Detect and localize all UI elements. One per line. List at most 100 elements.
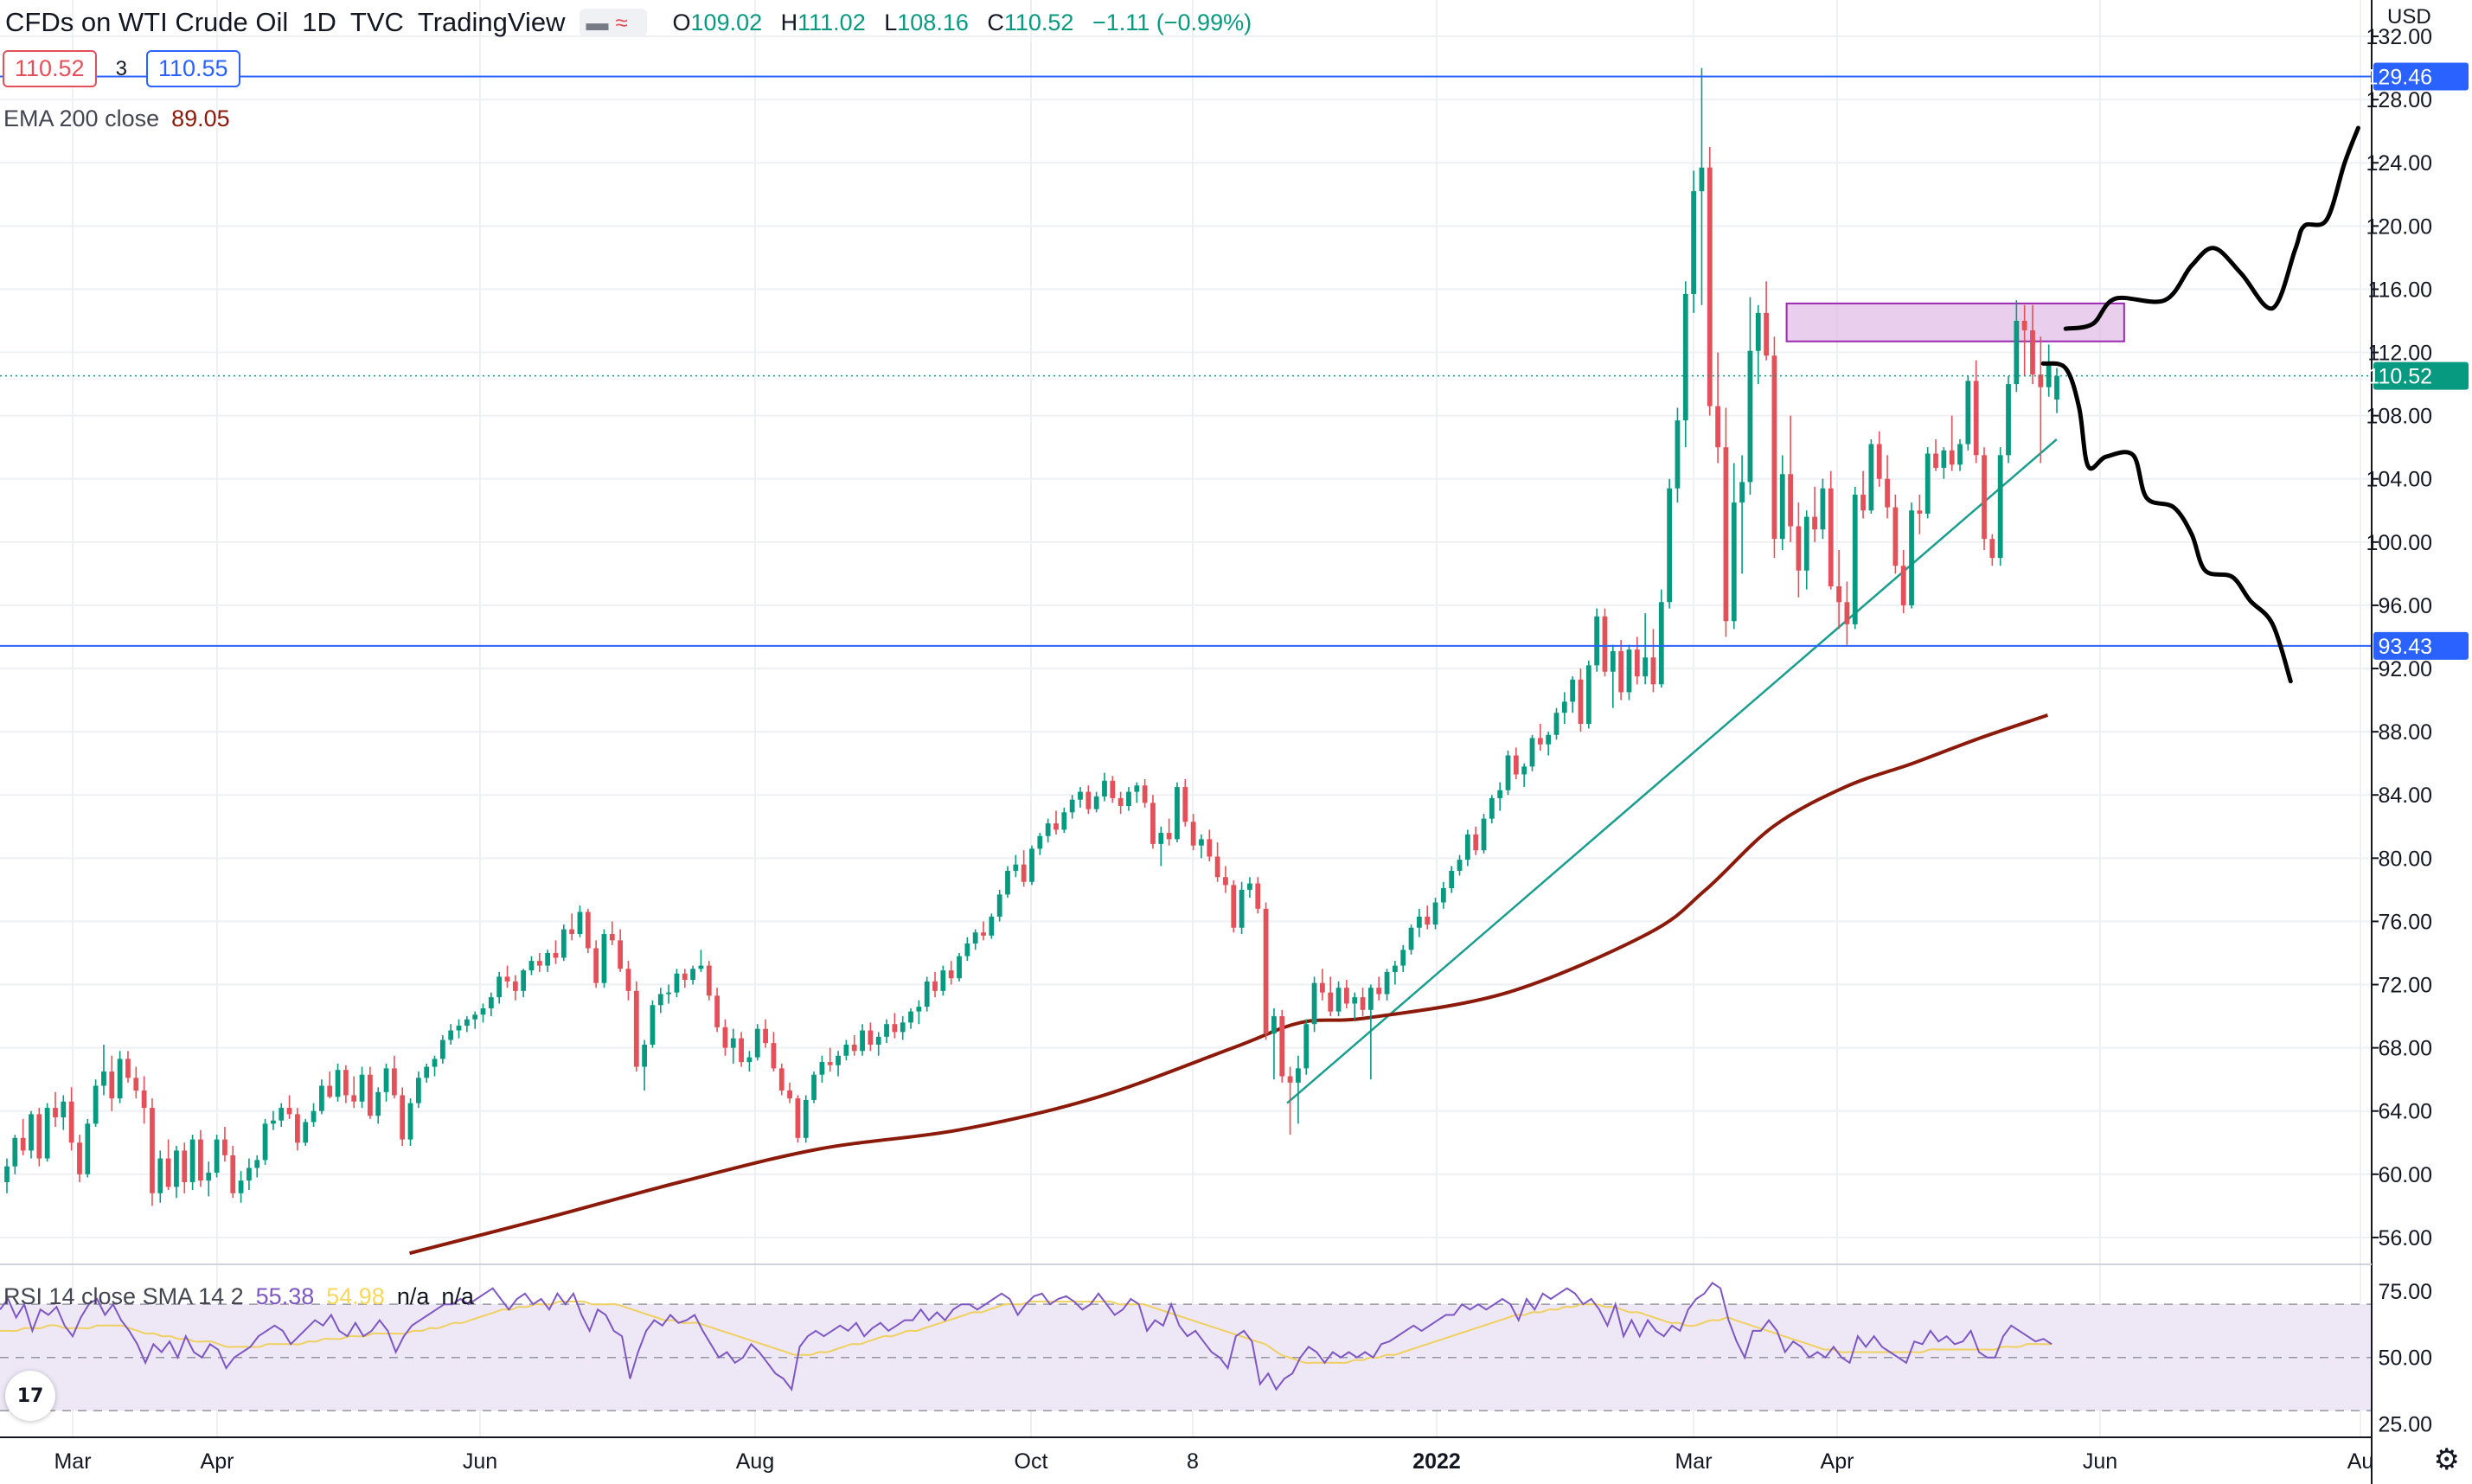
change-value: −1.11 (−0.99%) <box>1092 9 1252 35</box>
time-tick-label: Apr <box>201 1449 234 1474</box>
time-axis-ticks[interactable]: Mar Apr Jun Aug Oct 8 2022 Mar Apr Jun Au <box>54 1449 2373 1474</box>
buy-button[interactable]: 110.55 <box>145 50 240 87</box>
rsi-tick-label: 50.00 <box>2378 1346 2432 1371</box>
symbol-header[interactable]: CFDs on WTI Crude Oil 1D TVC TradingView… <box>5 7 1252 38</box>
candle-body <box>1053 823 1059 830</box>
candle-body <box>1747 350 1753 483</box>
candle-body <box>1271 1016 1277 1034</box>
projection-down-path[interactable] <box>2040 361 2293 684</box>
candle-body <box>1150 803 1156 844</box>
candle-body <box>1546 734 1552 745</box>
sell-button[interactable]: 110.52 <box>3 50 97 87</box>
candle-body <box>1796 526 1802 571</box>
interval[interactable]: 1D <box>302 7 336 37</box>
ema-legend[interactable]: EMA 200 close 89.05 <box>3 106 230 132</box>
rsi-axis-ticks[interactable]: 75.00 50.00 25.00 <box>2378 1280 2432 1437</box>
price-tick-label: 104.00 <box>2366 468 2432 492</box>
candle-body <box>1844 602 1850 624</box>
candle-body <box>271 1120 276 1124</box>
candle-body <box>1303 1024 1310 1069</box>
price-axis-ticks[interactable]: 132.00 128.00 124.00 120.00 116.00 112.00 108.… <box>2366 25 2432 1251</box>
candle-body <box>496 976 503 998</box>
candle-body <box>1626 649 1632 693</box>
candle-body <box>141 1090 147 1109</box>
candle-body <box>1828 488 1834 587</box>
candle-body <box>1570 679 1576 702</box>
candle-body <box>989 916 995 936</box>
candle-body <box>1400 950 1406 966</box>
candle-body <box>972 932 978 944</box>
trendline[interactable] <box>1286 438 2058 1104</box>
candle-body <box>20 1137 26 1151</box>
candle-body <box>2046 365 2052 387</box>
candle-body <box>1900 566 1906 605</box>
candle-body <box>1658 602 1664 685</box>
candle-body <box>1675 420 1681 489</box>
candle-body <box>521 970 527 991</box>
gear-icon[interactable]: ⚙ <box>2433 1442 2460 1477</box>
candle-body <box>1013 864 1019 871</box>
candle-body <box>1199 839 1204 846</box>
projection-up-path[interactable] <box>2063 125 2360 331</box>
candle-body <box>512 981 518 991</box>
source: TVC <box>349 7 404 37</box>
candle-body <box>351 1095 357 1102</box>
candle-body <box>1093 796 1099 809</box>
candle-body <box>1997 455 2003 559</box>
candle-body <box>303 1122 309 1143</box>
candle-body <box>771 1043 777 1069</box>
candle-body <box>383 1068 389 1092</box>
candle-body <box>165 1158 171 1187</box>
candle-body <box>1505 755 1511 790</box>
rsi-tick-label: 25.00 <box>2378 1413 2432 1437</box>
horizontal-lines[interactable] <box>0 75 2372 647</box>
candle-body <box>875 1036 881 1045</box>
candle-body <box>1207 839 1213 857</box>
price-tick-label: 92.00 <box>2378 657 2432 681</box>
candle-body <box>1691 191 1697 294</box>
candle-body <box>1682 293 1688 421</box>
candle-body <box>553 952 559 958</box>
price-tag <box>2373 361 2469 390</box>
candle-body <box>77 1142 82 1174</box>
candle-body <box>1166 833 1172 840</box>
candle-body <box>1078 791 1083 800</box>
candle-body <box>1949 450 1955 465</box>
candle-body <box>674 973 680 993</box>
price-tick-label: 88.00 <box>2378 720 2432 745</box>
candle-body <box>1360 997 1366 1010</box>
candle-body <box>206 1173 212 1181</box>
candle-body <box>1876 444 1882 479</box>
candle-body <box>174 1150 179 1187</box>
price-tick-label: 60.00 <box>2378 1163 2432 1187</box>
candle-body <box>464 1019 470 1027</box>
candle-body <box>1432 902 1438 925</box>
close-label: C <box>987 9 1004 35</box>
candle-body <box>4 1166 10 1182</box>
candle-body <box>1885 478 1890 508</box>
candle-body <box>1820 488 1826 530</box>
currency-label[interactable]: USD <box>2387 5 2431 29</box>
close-value: 110.52 <box>1003 9 1074 35</box>
candle-body <box>1489 797 1495 819</box>
rsi-legend[interactable]: RSI 14 close SMA 14 2 55.38 54.98 n/a n/a <box>3 1283 474 1310</box>
candle-body <box>698 965 704 969</box>
tradingview-logo-icon[interactable]: 17 <box>5 1371 55 1421</box>
candle-body <box>279 1108 285 1121</box>
candle-body <box>884 1024 889 1037</box>
candle-body <box>1029 848 1034 882</box>
candle-body <box>754 1028 760 1058</box>
candle-body <box>150 1108 155 1193</box>
candle-body <box>1731 502 1737 622</box>
candle-body <box>900 1022 906 1033</box>
ema-label-text: EMA 200 close <box>3 106 160 131</box>
candle-body <box>1553 713 1559 735</box>
market-status-badge[interactable]: ▬ ≈ <box>579 9 647 36</box>
resistance-zone[interactable] <box>1785 302 2125 342</box>
rsi-sma-value: 54.98 <box>326 1283 385 1309</box>
candle-body <box>1158 833 1164 844</box>
time-tick-label: Jun <box>2083 1449 2117 1474</box>
symbol-name[interactable]: CFDs on WTI Crude Oil <box>5 7 289 37</box>
candle-body <box>1457 860 1463 871</box>
